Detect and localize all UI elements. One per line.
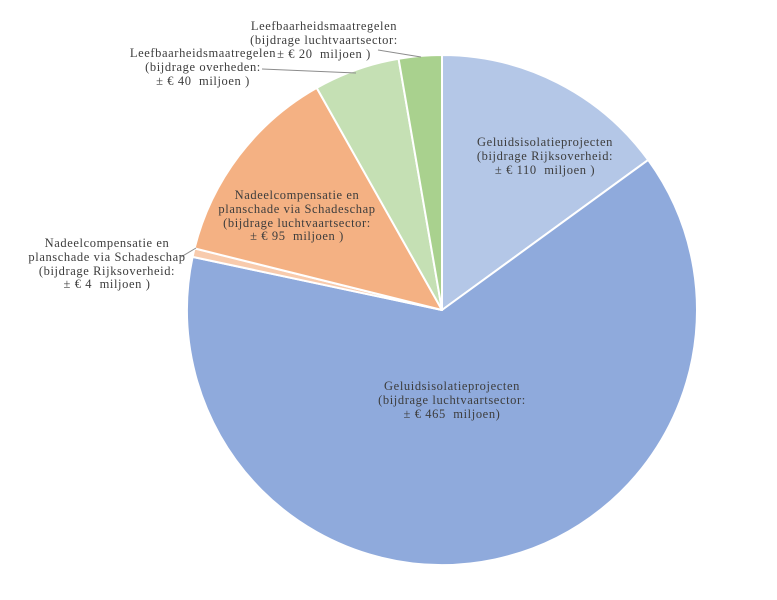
pie-slice-geluidsisolatie-rijksoverheid [441,54,650,311]
leader-line-nadeelcompensatie-rijksoverheid [180,247,197,258]
leader-line-leefbaarheid-overheden [261,68,357,74]
leader-line-leefbaarheid-luchtvaartsector [377,49,422,58]
pie-slice-geluidsisolatie-luchtvaartsector [186,158,698,566]
pie-slice-leefbaarheid-luchtvaartsector [397,54,443,311]
pie-slice-nadeelcompensatie-luchtvaartsector [193,86,443,311]
